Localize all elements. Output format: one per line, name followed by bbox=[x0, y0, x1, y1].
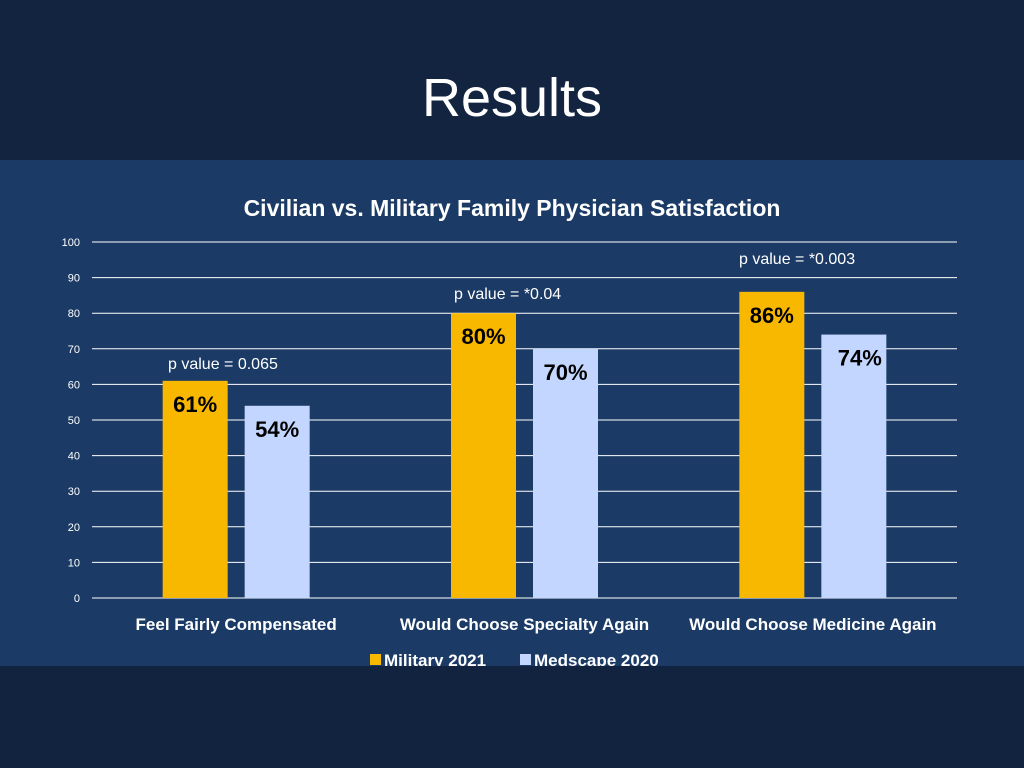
bars bbox=[162, 291, 887, 598]
data-label-military-2: 80% bbox=[461, 324, 505, 349]
labels: 61% 54% Feel Fairly Compensated 80% 70% Would… bbox=[136, 251, 937, 634]
p-value-annotation: p value = *0.04 bbox=[454, 286, 561, 303]
gridlines: 0 10 20 30 40 50 60 70 80 90 100 bbox=[62, 237, 957, 605]
bar-chart: Civilian vs. Military Family Physician S… bbox=[62, 195, 957, 666]
title-band: Results bbox=[0, 0, 1024, 160]
category-label: Would Choose Medicine Again bbox=[689, 615, 936, 634]
legend-swatch-military bbox=[370, 654, 381, 665]
legend-swatch-medscape bbox=[520, 654, 531, 665]
data-label-medscape-1: 54% bbox=[255, 417, 299, 442]
legend: Military 2021 Medscape 2020 bbox=[370, 651, 659, 666]
data-label-medscape-3: 74% bbox=[838, 346, 882, 371]
y-tick-label: 60 bbox=[68, 379, 80, 391]
bar-medscape-3 bbox=[821, 334, 887, 598]
data-label-medscape-2: 70% bbox=[543, 360, 587, 385]
bar-military-3 bbox=[739, 291, 805, 598]
legend-label-military: Military 2021 bbox=[384, 651, 486, 666]
bar-medscape-2 bbox=[533, 348, 598, 598]
legend-label-medscape: Medscape 2020 bbox=[534, 651, 659, 666]
y-tick-label: 70 bbox=[68, 344, 80, 356]
y-tick-label: 30 bbox=[68, 486, 80, 498]
y-tick-label: 0 bbox=[74, 593, 80, 605]
chart-title: Civilian vs. Military Family Physician S… bbox=[244, 195, 781, 221]
bar-military-2 bbox=[451, 313, 516, 598]
y-tick-label: 40 bbox=[68, 451, 80, 463]
data-label-military-1: 61% bbox=[173, 392, 217, 417]
p-value-annotation: p value = 0.065 bbox=[168, 356, 278, 373]
category-label: Feel Fairly Compensated bbox=[136, 615, 337, 634]
y-tick-label: 50 bbox=[68, 415, 80, 427]
y-tick-label: 90 bbox=[68, 273, 80, 285]
y-tick-label: 10 bbox=[68, 557, 80, 569]
bar-military-1 bbox=[162, 380, 228, 598]
data-label-military-3: 86% bbox=[750, 303, 794, 328]
y-tick-label: 80 bbox=[68, 308, 80, 320]
chart-panel: Civilian vs. Military Family Physician S… bbox=[0, 160, 1024, 666]
y-tick-label: 20 bbox=[68, 522, 80, 534]
bottom-band bbox=[0, 666, 1024, 768]
y-tick-label: 100 bbox=[62, 237, 80, 249]
p-value-annotation: p value = *0.003 bbox=[739, 251, 855, 268]
slide-title: Results bbox=[421, 68, 603, 128]
bar-medscape-1 bbox=[244, 405, 310, 598]
category-label: Would Choose Specialty Again bbox=[400, 615, 649, 634]
